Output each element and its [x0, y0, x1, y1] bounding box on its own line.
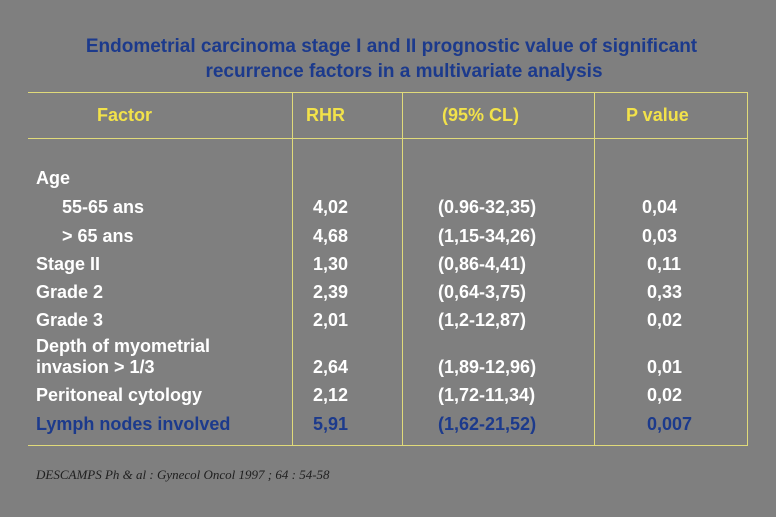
- table-row-p: 0,04: [642, 197, 678, 217]
- table-header-rule: [28, 138, 748, 139]
- section-label-age: Age: [36, 168, 71, 188]
- table-row-factor: Grade 2: [36, 282, 104, 302]
- table-row-cl: (1,2-12,87): [438, 310, 527, 330]
- table-row-factor: Lymph nodes involved: [36, 414, 231, 434]
- table-row-factor: 55-65 ans: [62, 197, 145, 217]
- table-row-rhr: 4,02: [313, 197, 349, 217]
- table-row-rhr: 1,30: [313, 254, 349, 274]
- header-factor: Factor: [97, 105, 153, 125]
- table-row-cl: (1,62-21,52): [438, 414, 537, 434]
- title-line-2: recurrence factors in a multivariate ana…: [205, 61, 603, 82]
- table-row-rhr: 2,01: [313, 310, 349, 330]
- table-row-p: 0,01: [647, 357, 683, 377]
- table-row-factor: > 65 ans: [62, 226, 134, 246]
- table-row-p: 0,11: [647, 254, 682, 274]
- table-divider-3: [594, 92, 595, 445]
- table-row-p: 0,33: [647, 282, 683, 302]
- table-row-p: 0,007: [647, 414, 693, 434]
- table-row-cl: (1,72-11,34): [438, 385, 536, 405]
- table-bottom-rule: [28, 445, 748, 446]
- header-cl: (95% CL): [442, 105, 520, 125]
- header-rhr: RHR: [306, 105, 345, 125]
- table-divider-right: [747, 92, 748, 445]
- table-divider-1: [292, 92, 293, 445]
- table-row-cl: (1,89-12,96): [438, 357, 537, 377]
- slide-title: Endometrial carcinoma stage I and II pro…: [0, 34, 776, 84]
- table-row-rhr: 5,91: [313, 414, 349, 434]
- table-row-rhr: 2,64: [313, 357, 349, 377]
- table-top-rule: [28, 92, 748, 93]
- table-row-cl: (1,15-34,26): [438, 226, 537, 246]
- table-row-cl: (0,86-4,41): [438, 254, 527, 274]
- table-row-p: 0,03: [642, 226, 678, 246]
- table-row-cl: (0.96-32,35): [438, 197, 537, 217]
- table-row-factor-line1: Depth of myometrial: [36, 336, 211, 356]
- table-row-factor: invasion > 1/3: [36, 357, 155, 377]
- table-row-cl: (0,64-3,75): [438, 282, 527, 302]
- table-row-factor: Peritoneal cytology: [36, 385, 203, 405]
- table-row-p: 0,02: [647, 385, 683, 405]
- table-row-rhr: 2,39: [313, 282, 349, 302]
- table-row-p: 0,02: [647, 310, 683, 330]
- title-line-1: Endometrial carcinoma stage I and II pro…: [85, 36, 698, 57]
- table-divider-2: [402, 92, 403, 445]
- table-row-rhr: 2,12: [313, 385, 349, 405]
- citation: DESCAMPS Ph & al : Gynecol Oncol 1997 ; …: [36, 467, 330, 482]
- table-row-rhr: 4,68: [313, 226, 349, 246]
- table-row-factor: Grade 3: [36, 310, 104, 330]
- table-row-factor: Stage II: [36, 254, 101, 274]
- header-p-value: P value: [626, 105, 689, 125]
